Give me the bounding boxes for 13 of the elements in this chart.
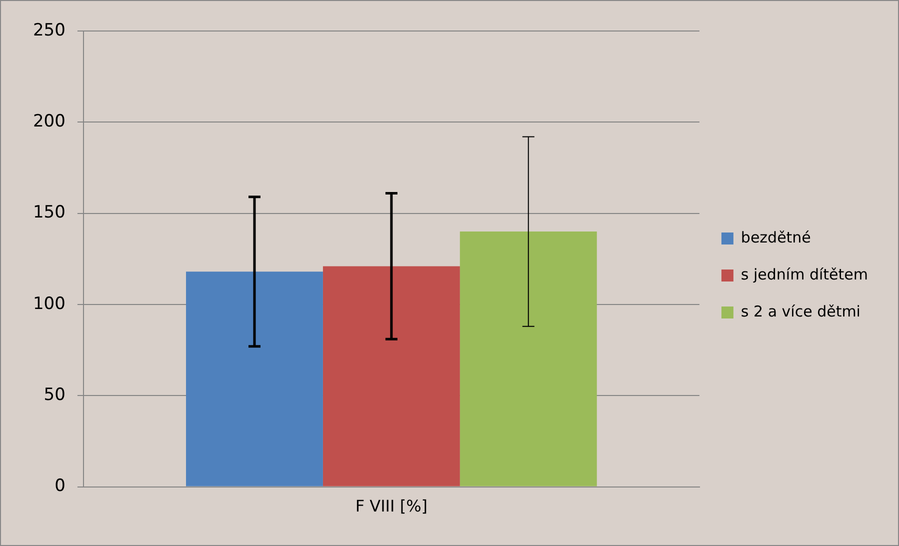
bar (186, 272, 323, 486)
y-tick-label: 150 (32, 202, 66, 223)
bar (322, 266, 460, 486)
x-tick-label: F VIII [%] (355, 496, 428, 516)
legend-label: s jedním dítětem (740, 265, 868, 284)
legend-label: bezdětné (740, 228, 811, 246)
y-tick-label: 0 (54, 476, 66, 496)
y-tick-label: 200 (32, 112, 66, 132)
y-tick-label: 250 (32, 20, 66, 40)
bar (460, 232, 597, 486)
legend-label: s 2 a více dětmi (740, 302, 860, 320)
y-tick-label: 50 (44, 385, 66, 406)
y-tick-label: 100 (32, 294, 66, 314)
